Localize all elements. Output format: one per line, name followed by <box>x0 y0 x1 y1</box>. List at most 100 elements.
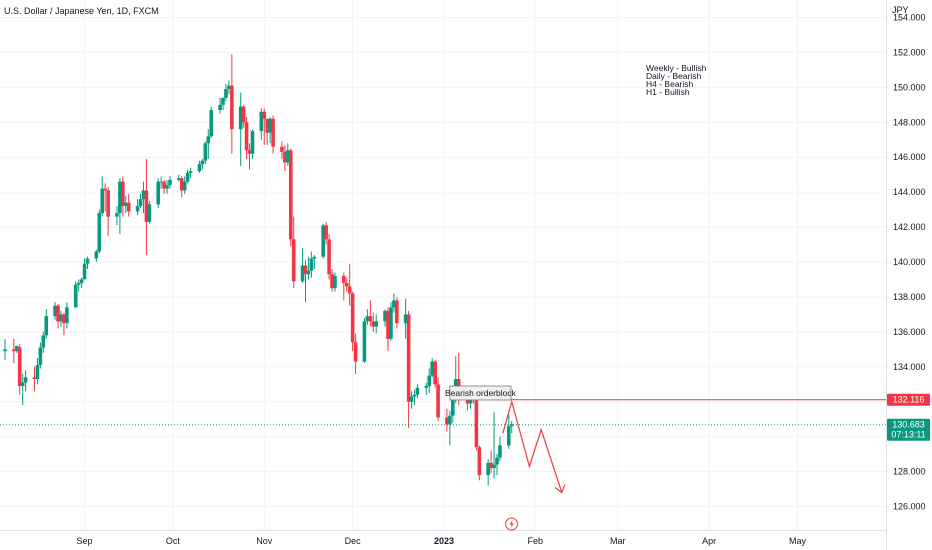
candle-down <box>106 186 110 236</box>
candle-body <box>300 265 305 282</box>
candle-up <box>147 200 152 224</box>
candle-body <box>286 150 290 163</box>
candle-up <box>218 97 222 114</box>
lightning-icon[interactable] <box>505 517 518 531</box>
candle-up <box>185 169 190 184</box>
candle-up <box>374 314 379 334</box>
candle-body <box>138 199 143 207</box>
candle-body <box>53 305 57 317</box>
candle-up <box>73 281 78 308</box>
projection-arrowhead <box>554 484 566 494</box>
candle-up <box>383 309 387 327</box>
bearish-orderblock-box[interactable] <box>449 385 512 401</box>
candle-body <box>200 160 205 165</box>
candle-up <box>138 193 143 208</box>
candle-body <box>82 263 87 280</box>
candle-down <box>433 359 437 388</box>
level-price-tag-text: 132.116 <box>893 395 925 405</box>
candle-down <box>489 450 493 474</box>
candle-down <box>406 310 411 428</box>
price-tick-label: 142.000 <box>893 222 926 232</box>
candle-down <box>230 54 234 154</box>
candle-up <box>415 384 420 399</box>
candle-body <box>156 181 160 205</box>
candle-up <box>424 382 429 395</box>
candle-body <box>103 188 107 191</box>
candle-up <box>14 345 19 353</box>
candle-body <box>123 202 128 207</box>
candle-up <box>206 129 211 159</box>
candle-body <box>495 457 499 465</box>
candle-up <box>82 258 87 280</box>
candle-down <box>395 296 399 329</box>
candle-body <box>224 89 228 98</box>
candle-down <box>436 377 440 421</box>
candle-body <box>280 146 284 152</box>
annotation-layer <box>0 399 886 494</box>
candle-down <box>445 408 449 432</box>
candle-up <box>389 302 393 341</box>
candle-up <box>486 459 490 486</box>
candle-body <box>451 396 455 416</box>
candle-up <box>85 256 90 269</box>
candle-up <box>188 167 193 179</box>
candle-body <box>44 316 49 336</box>
candle-down <box>241 104 246 128</box>
candle-body <box>271 118 275 147</box>
candle-body <box>188 171 193 173</box>
time-axis[interactable]: Sep Oct Nov Dec 2023 Feb Mar Apr May <box>77 536 807 546</box>
candle-down <box>265 118 270 145</box>
candle-down <box>62 312 66 336</box>
candle-down <box>12 338 16 364</box>
candle-up <box>498 436 502 462</box>
candle-up <box>238 92 243 166</box>
time-tick-label: Mar <box>610 536 626 546</box>
bearish-orderblock-label: Bearish orderblock <box>445 388 517 398</box>
candle-down <box>17 344 22 395</box>
candle-up <box>156 178 160 208</box>
price-tick-label: 136.000 <box>893 327 926 337</box>
candle-body <box>32 377 37 380</box>
time-tick-label: Nov <box>256 536 273 546</box>
price-tick-label: 146.000 <box>893 152 926 162</box>
candle-body <box>147 204 152 222</box>
candle-up <box>44 309 49 339</box>
candle-body <box>448 415 452 425</box>
candle-body <box>330 274 334 289</box>
candle-up <box>259 108 264 140</box>
candle-up <box>159 176 163 189</box>
candle-body <box>79 279 84 283</box>
candle-body <box>179 178 184 191</box>
candle-up <box>427 368 432 393</box>
candle-body <box>392 300 396 308</box>
candle-down <box>344 277 349 292</box>
candle-body <box>97 213 102 252</box>
candle-up <box>53 302 57 320</box>
candle-body <box>12 349 16 352</box>
chart-title: U.S. Dollar / Japanese Yen, 1D, FXCM <box>4 6 159 16</box>
time-tick-label: May <box>789 536 807 546</box>
price-tick-label: 128.000 <box>893 467 926 477</box>
candle-body <box>135 206 140 212</box>
candle-up <box>506 413 511 449</box>
candle-body <box>324 225 328 240</box>
candle-body <box>353 342 358 362</box>
candle-down <box>103 183 107 212</box>
candle-up <box>268 117 272 144</box>
candle-body <box>368 316 373 322</box>
countdown-text: 07:13:11 <box>891 430 925 440</box>
candle-up <box>100 176 105 217</box>
candle-body <box>250 131 255 154</box>
projection-path[interactable] <box>502 399 563 493</box>
candle-body <box>100 188 105 214</box>
note-weekly: Weekly - Bullish <box>646 63 707 73</box>
candle-body <box>350 293 355 343</box>
price-tick-label: 126.000 <box>893 502 926 512</box>
candle-up <box>227 80 231 95</box>
candle-body <box>56 305 60 322</box>
time-tick-label: Dec <box>345 536 362 546</box>
candle-body <box>406 314 411 402</box>
candle-body <box>141 190 146 200</box>
candle-up <box>3 338 7 360</box>
